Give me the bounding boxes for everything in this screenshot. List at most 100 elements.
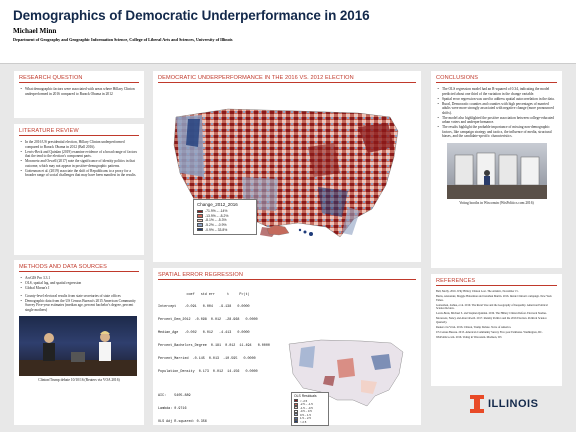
legend-label: > 2.5	[300, 419, 307, 424]
reference-item: WisPolitics.com. 2016. Voting in Wiscons…	[436, 336, 503, 340]
methods-data-list: County-level electoral results from stat…	[19, 294, 139, 313]
regression-panel: SPATIAL ERROR REGRESSION coef std err t …	[153, 268, 421, 426]
map-legend-title: Change_2012_2016	[197, 202, 238, 207]
regression-stat: AIC: 5405.889	[158, 394, 191, 399]
list-item: What demographic factors were associated…	[19, 87, 139, 96]
legend-label: -1.5 – -0.5	[300, 405, 313, 410]
debate-photo-caption: Clinton/Trump debate 10/10/16 (Reuters v…	[38, 378, 120, 383]
legend-swatch	[294, 399, 298, 403]
regression-table-header: coef std err t P>|t|	[158, 292, 250, 297]
residuals-legend-title: OLS Residuals	[294, 394, 317, 398]
legend-swatch	[294, 413, 298, 417]
alaska-inset-map	[266, 224, 290, 236]
list-item: ArcGIS Pro 3.3.1	[19, 276, 139, 281]
list-item: Spatial error regression was used to add…	[436, 97, 557, 102]
legend-entry: -71.9% – -14%	[197, 209, 253, 214]
table-row: Population_Density 0.173 0.012 14.156 0.…	[158, 369, 258, 374]
legend-entry: -13.9% – -8.2%	[197, 214, 253, 219]
legend-label: 1.5 – 2.5	[300, 416, 311, 421]
methods-heading: METHODS AND DATA SOURCES	[19, 264, 139, 272]
map-panel: DEMOCRATIC UNDERPERFORMANCE IN THE 2016 …	[153, 71, 421, 262]
legend-entry: < -2.5	[294, 399, 326, 403]
list-item: The results highlight the probable impor…	[436, 125, 557, 139]
references-panel: REFERENCES Ball, Molly. 2016. Why Hillar…	[431, 274, 562, 386]
residuals-map	[288, 339, 404, 407]
reference-item: Lewis-Beck, Michael S. and Stephen Quinl…	[436, 312, 547, 316]
legend-swatch	[294, 409, 298, 413]
research-question-panel: RESEARCH QUESTION What demographic facto…	[14, 71, 144, 118]
list-item: Global Moran's I	[19, 286, 139, 291]
list-item: Lewis-Beck and Quinlan (2019) examine ev…	[19, 150, 139, 159]
university-wordmark: ILLINOIS	[488, 398, 539, 410]
regression-stat: Lambda: 0.9716	[158, 407, 187, 412]
voting-booth-photo	[446, 142, 547, 199]
reference-item: Reuters via VOA. 2016. Clinton, Trump De…	[436, 325, 512, 329]
list-item: Rural, Democratic counties and counties …	[436, 102, 557, 116]
list-item: Gottesman et al. (2019) associate the sh…	[19, 169, 139, 178]
methods-panel: METHODS AND DATA SOURCES ArcGIS Pro 3.3.…	[14, 260, 144, 425]
conclusions-heading: CONCLUSIONS	[436, 75, 557, 83]
literature-review-panel: LITERATURE REVIEW In the 2016 US preside…	[14, 124, 144, 255]
author-affiliation: Department of Geography and Geographic I…	[13, 37, 233, 42]
legend-label: -13.9% – -8.2%	[205, 213, 229, 218]
legend-swatch	[294, 406, 298, 410]
reference-item: Burns, Alexander, Maggie Haberman and Jo…	[436, 295, 552, 302]
list-item: OLS, spatial lag, and spatial regression	[19, 281, 139, 286]
legend-swatch	[294, 420, 298, 424]
list-item: In the 2016 US presidential election, Hi…	[19, 140, 139, 149]
map-legend: Change_2012_2016 -71.9% – -14% -13.9% – …	[193, 199, 257, 235]
list-item: The OLS regression model had an R-square…	[436, 87, 557, 96]
list-item: The model also highlighted the positive …	[436, 116, 557, 125]
table-row: Intercept -0.091 0.004 -9.138 0.0000	[158, 305, 250, 310]
literature-review-heading: LITERATURE REVIEW	[19, 128, 139, 136]
legend-entry: -0.9% – 33.8%	[197, 227, 253, 232]
conclusions-panel: CONCLUSIONS The OLS regression model had…	[431, 71, 562, 268]
table-row: Percent_Bachelors_Degree 0.181 0.012 11.…	[158, 344, 270, 349]
regression-table: coef std err t P>|t| Intercept -0.091 0.…	[158, 284, 416, 432]
list-item: County-level electoral results from stat…	[19, 294, 139, 299]
references-heading: REFERENCES	[436, 278, 557, 286]
legend-entry: -2.5 – -1.5	[294, 402, 326, 407]
legend-entry: 0.5 – 1.5	[294, 413, 326, 417]
legend-label: -5.2% – -0.9%	[205, 223, 227, 228]
legend-label: 0.5 – 1.5	[300, 412, 311, 417]
map-heading: DEMOCRATIC UNDERPERFORMANCE IN THE 2016 …	[158, 75, 416, 83]
block-i-icon	[470, 395, 484, 413]
regression-stat: OLS Adj R-squared: 0.356	[158, 420, 207, 425]
debate-photo	[19, 316, 137, 377]
legend-label: < -2.5	[300, 398, 308, 403]
voting-booth-illustration	[446, 152, 547, 199]
legend-entry: > 2.5	[294, 420, 326, 424]
poster-title: Demographics of Democratic Underperforma…	[13, 8, 370, 23]
conclusions-list: The OLS regression model had an R-square…	[436, 87, 557, 139]
table-row: Percent_Married -0.145 0.013 -10.595 0.0…	[158, 357, 256, 362]
legend-swatch	[197, 214, 203, 218]
legend-label: -2.5 – -1.5	[300, 402, 313, 407]
voting-booth-caption: Voting booths in Wisconsin (WisPolitics.…	[459, 200, 534, 205]
legend-entry: -8.1% – -5.3%	[197, 218, 253, 223]
legend-label: -0.9% – 33.8%	[205, 227, 228, 232]
list-item: Morawetz and Orwell (2017) note the sign…	[19, 159, 139, 168]
poster-header: Demographics of Democratic Underperforma…	[0, 0, 576, 64]
university-logo: ILLINOIS	[470, 394, 538, 414]
legend-swatch	[197, 227, 203, 232]
reference-item: Morawetz, Nancy and Alan Orwell. 2017. I…	[436, 317, 547, 324]
legend-label: -0.5 – 0.5	[300, 409, 312, 414]
reference-item: Ball, Molly. 2016. Why Hillary Clinton L…	[436, 290, 519, 293]
reference-item: US Census Bureau. 2015. American Communi…	[436, 331, 543, 335]
legend-label: -8.1% – -5.3%	[205, 218, 227, 223]
legend-swatch	[197, 209, 203, 214]
legend-swatch	[294, 402, 298, 406]
literature-review-list: In the 2016 US presidential election, Hi…	[19, 140, 139, 178]
table-row: Percent_Dem_2012 -0.098 0.012 -28.968 0.…	[158, 318, 258, 323]
regression-heading: SPATIAL ERROR REGRESSION	[158, 272, 416, 280]
legend-swatch	[197, 218, 203, 223]
legend-swatch	[294, 416, 298, 420]
list-item: Demographic data from the US Census Bure…	[19, 299, 139, 313]
author-name: Michael Minn	[13, 27, 57, 35]
legend-label: -71.9% – -14%	[205, 209, 228, 214]
table-row: Median_Age -0.002 0.012 -4.413 0.0000	[158, 331, 250, 336]
research-question-list: What demographic factors were associated…	[19, 87, 139, 96]
legend-entry: -5.2% – -0.9%	[197, 223, 253, 228]
